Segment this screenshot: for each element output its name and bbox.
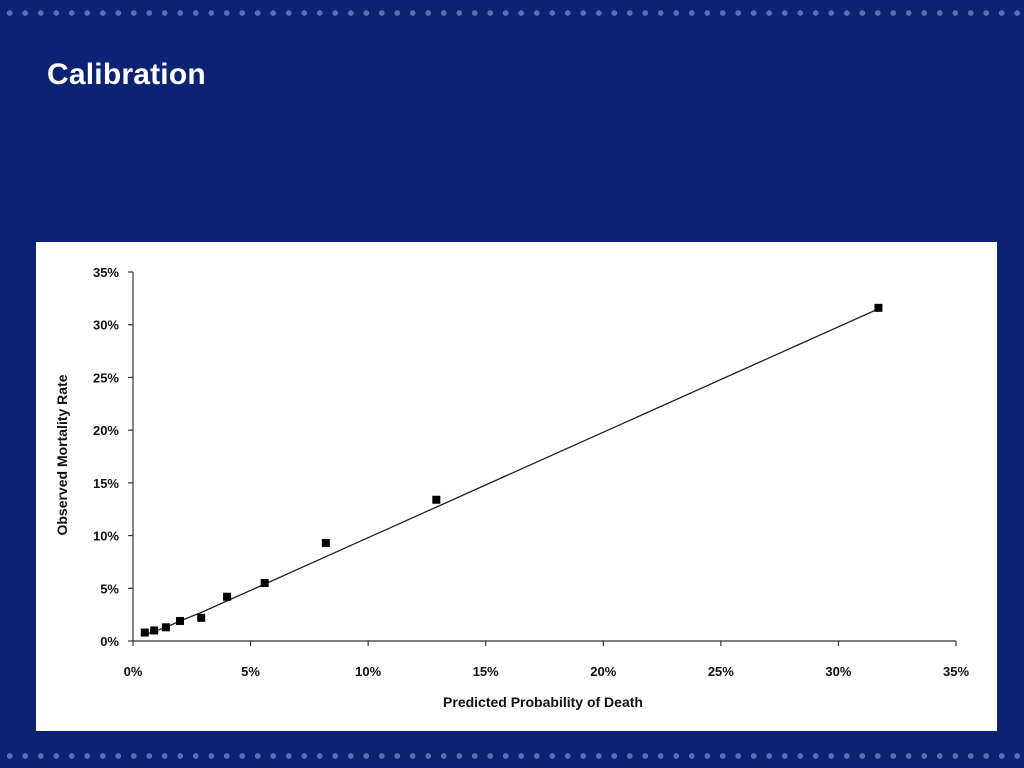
y-axis-label: Observed Mortality Rate: [54, 374, 70, 535]
data-point: [140, 628, 149, 637]
fit-line: [144, 308, 879, 636]
fit-line-group: [144, 308, 879, 636]
data-point: [874, 303, 883, 312]
y-tick-label: 15%: [93, 476, 119, 491]
data-point: [432, 495, 441, 504]
y-tick-label: 25%: [93, 370, 119, 385]
data-point: [197, 613, 206, 622]
data-point: [150, 626, 159, 635]
data-points: [140, 303, 883, 637]
x-tick-label: 35%: [943, 664, 969, 679]
x-tick-label: 30%: [825, 664, 851, 679]
x-tick-label: 0%: [124, 664, 143, 679]
x-tick-label: 15%: [473, 664, 499, 679]
data-point: [260, 579, 269, 588]
x-tick-label: 10%: [355, 664, 381, 679]
data-point: [176, 616, 185, 625]
x-axis-ticks: 0% 5% 10% 15% 20% 25% 30% 35%: [124, 641, 969, 679]
y-tick-label: 10%: [93, 529, 119, 544]
y-tick-label: 5%: [100, 581, 119, 596]
y-tick-label: 0%: [100, 634, 119, 649]
chart-panel: 0% 5% 10% 15% 20% 25% 30% 35% 0% 5% 10% 15% 20% 25% 3…: [36, 242, 997, 731]
top-dot-border: [0, 9, 1024, 17]
data-point: [223, 592, 232, 601]
calibration-chart: 0% 5% 10% 15% 20% 25% 30% 35% 0% 5% 10% 15% 20% 25% 3…: [54, 265, 969, 710]
slide-title: Calibration: [47, 58, 206, 91]
y-tick-label: 30%: [93, 318, 119, 333]
y-axis-ticks: 0% 5% 10% 15% 20% 25% 30% 35%: [93, 265, 133, 649]
x-tick-label: 20%: [590, 664, 616, 679]
x-tick-label: 25%: [708, 664, 734, 679]
y-tick-label: 20%: [93, 423, 119, 438]
bottom-dot-border: [0, 752, 1024, 760]
y-tick-label: 35%: [93, 265, 119, 280]
chart-axes: [132, 272, 956, 642]
x-tick-label: 5%: [241, 664, 260, 679]
data-point: [321, 538, 330, 547]
data-point: [161, 623, 170, 632]
x-axis-label: Predicted Probability of Death: [443, 694, 643, 710]
